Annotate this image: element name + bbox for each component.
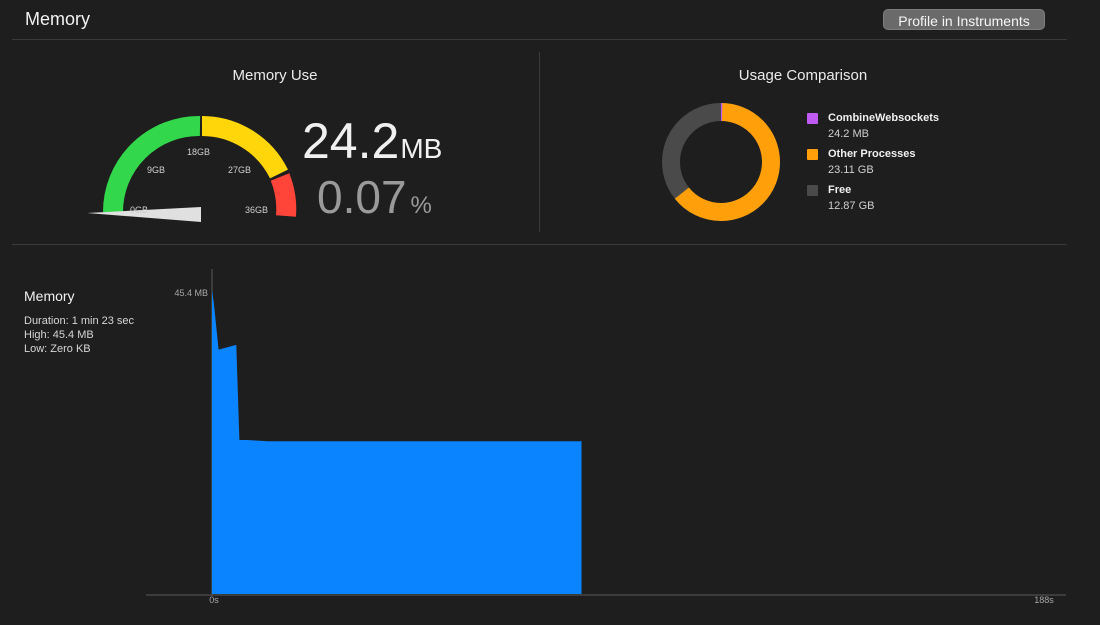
donut-app-segment [662, 103, 780, 221]
x-axis-tick-end: 188s [1034, 595, 1054, 605]
memory-value: 24.2MB [302, 112, 442, 170]
page-title: Memory [25, 9, 91, 29]
memory-timeline-title: Memory [24, 288, 75, 304]
gauge-tick-3: 27GB [228, 165, 251, 175]
gauge-arc-green [103, 115, 201, 213]
usage-donut-chart [662, 103, 780, 221]
x-axis-tick-start: 0s [209, 595, 219, 605]
memory-use-title: Memory Use [232, 67, 318, 84]
memory-gauge: 0GB 9GB 18GB 27GB 36GB [87, 115, 297, 222]
header-divider [12, 39, 1067, 40]
legend-swatch-other-processes [807, 149, 818, 160]
legend-value-other-processes: 23.11 GB [828, 164, 874, 176]
memory-percent-unit: % [410, 192, 432, 219]
legend-label-free: Free [828, 184, 852, 196]
memory-area [212, 290, 582, 594]
duration-stat: Duration: 1 min 23 sec [24, 315, 135, 327]
usage-comparison-title: Usage Comparison [738, 67, 868, 84]
low-stat: Low: Zero KB [24, 343, 91, 355]
legend-swatch-app [807, 113, 818, 124]
panel-divider [539, 52, 540, 232]
profile-in-instruments-button[interactable]: Profile in Instruments [883, 9, 1045, 30]
y-axis-max-label: 45.4 MB [174, 288, 208, 298]
memory-percent-number: 0.07 [317, 171, 407, 223]
memory-percent: 0.07% [317, 170, 432, 224]
gauge-tick-1: 9GB [147, 165, 165, 175]
memory-value-unit: MB [400, 133, 443, 164]
legend-label-app: CombineWebsockets [828, 112, 940, 124]
gauge-tick-0: 0GB [130, 205, 148, 215]
section-divider [12, 244, 1067, 245]
gauge-tick-2: 18GB [187, 147, 210, 157]
gauge-arc-red [270, 173, 297, 217]
gauge-arc-yellow [201, 116, 288, 179]
memory-value-number: 24.2 [302, 113, 400, 169]
high-stat: High: 45.4 MB [24, 329, 94, 341]
gauge-tick-4: 36GB [245, 205, 268, 215]
legend-value-app: 24.2 MB [828, 128, 869, 140]
legend-label-other-processes: Other Processes [828, 148, 916, 160]
gauge-needle [87, 207, 201, 222]
legend-value-free: 12.87 GB [828, 200, 875, 212]
legend-swatch-free [807, 185, 818, 196]
